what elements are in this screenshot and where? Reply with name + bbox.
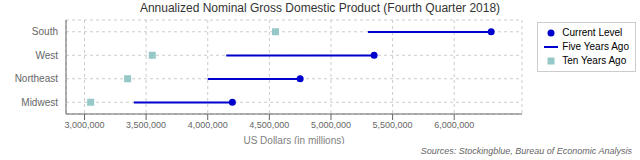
svg-text:5,000,000: 5,000,000 — [311, 120, 351, 130]
html-text:Ten Years Ago: Ten Years Ago — [562, 55, 627, 66]
html-text:Sources: Stockingblue, Bureau: Sources: Stockingblue, Bureau of Economi… — [420, 146, 632, 156]
svg-text:US Dollars (in millions): US Dollars (in millions) — [243, 135, 344, 144]
svg-text:Midwest: Midwest — [21, 97, 58, 108]
svg-text:6,000,000: 6,000,000 — [434, 120, 474, 130]
html-text:Annualized Nominal Gross Domes: Annualized Nominal Gross Domestic Produc… — [139, 1, 501, 15]
svg-text:5,500,000: 5,500,000 — [373, 120, 413, 130]
svg-text:3,500,000: 3,500,000 — [126, 120, 166, 130]
svg-text:West: West — [35, 50, 58, 61]
svg-text:Northeast: Northeast — [15, 73, 59, 84]
svg-text:4,000,000: 4,000,000 — [188, 120, 228, 130]
svg-text:4,500,000: 4,500,000 — [249, 120, 289, 130]
svg-text:South: South — [32, 26, 58, 37]
svg-text:3,000,000: 3,000,000 — [64, 120, 104, 130]
html-text:Five Years Ago: Five Years Ago — [562, 41, 629, 52]
html-text:Current Level: Current Level — [562, 27, 623, 38]
